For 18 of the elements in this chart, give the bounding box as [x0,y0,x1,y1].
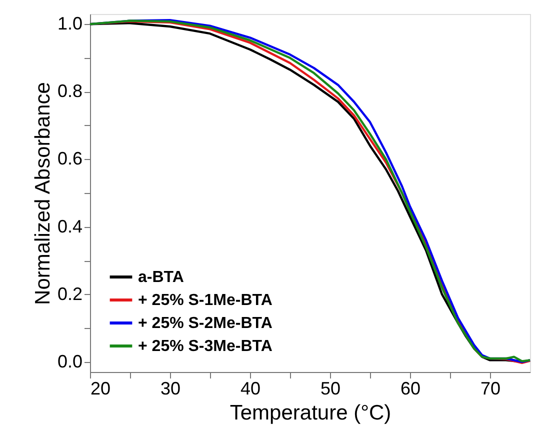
y-tick-label: 0.8 [57,81,82,102]
legend-label: + 25% S-3Me-BTA [138,338,273,355]
x-tick-label: 30 [160,378,181,398]
y-tick-label: 0.2 [57,284,82,304]
x-tick-label: 20 [90,378,111,398]
x-axis-title: Temperature (°C) [230,402,392,424]
text: 0.0 [57,351,82,372]
x-tick-label: 60 [400,378,421,398]
y-tick-label: 0.4 [57,216,82,236]
legend-label: + 25% S-2Me-BTA [138,315,273,332]
x-tick-label: 40 [240,378,261,398]
y-tick-label: 0.6 [57,148,82,169]
text: 1.0 [57,14,82,34]
y-axis-title: Normalized Absorbance [31,82,54,305]
legend-label: a-BTA [138,269,184,286]
x-tick-label: 50 [320,378,341,398]
x-tick-label: 70 [480,378,501,398]
legend-label: + 25% S-1Me-BTA [138,292,273,309]
